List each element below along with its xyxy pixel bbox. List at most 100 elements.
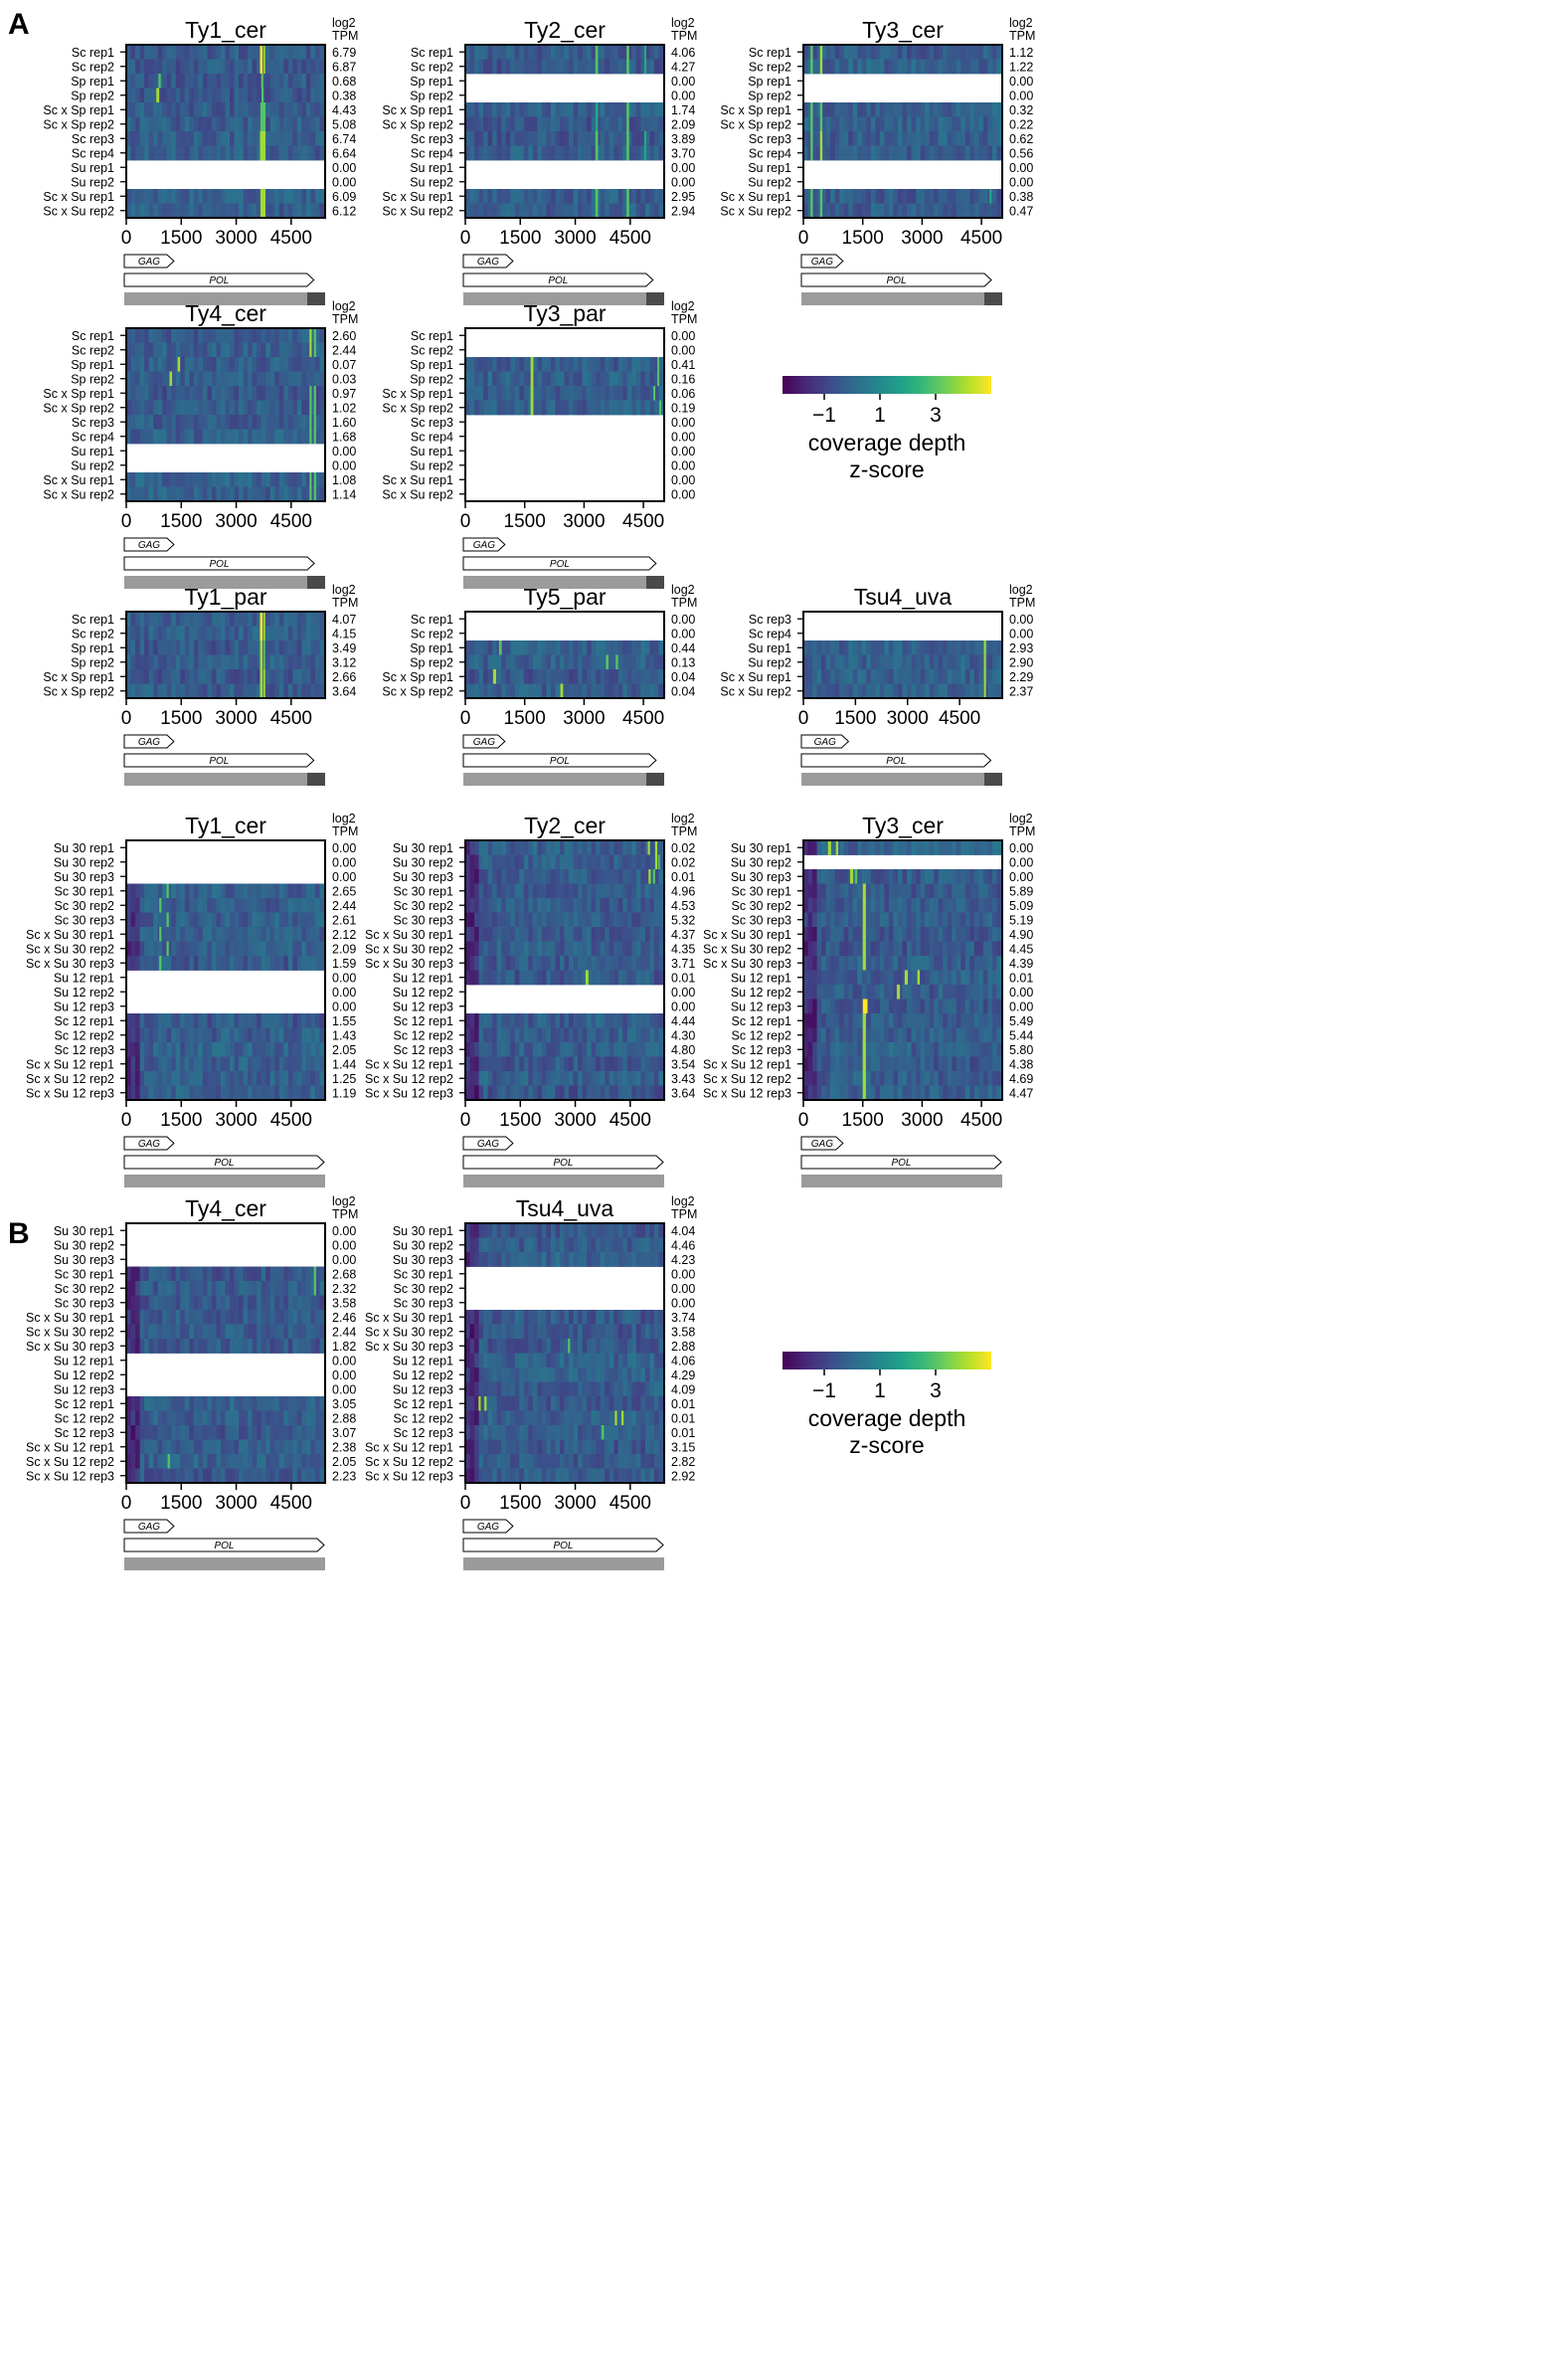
heatmap-cell	[987, 102, 993, 117]
heatmap-cell	[193, 1085, 199, 1101]
heatmap-cell	[879, 59, 886, 75]
heatmap-cell	[139, 386, 145, 401]
heatmap-cell	[609, 1027, 614, 1043]
heatmap-cell	[578, 654, 584, 670]
heatmap-cell	[587, 371, 593, 387]
heatmap-cell	[130, 74, 136, 89]
heatmap-cell	[843, 985, 849, 1000]
tpm-value: 1.60	[332, 416, 356, 430]
heatmap-cell	[319, 371, 325, 387]
coverage-peak	[166, 941, 169, 957]
x-tick-label: 1500	[499, 1110, 541, 1131]
heatmap-cell	[834, 927, 840, 942]
heatmap-cell	[469, 840, 475, 855]
heatmap-cell	[239, 912, 245, 928]
heatmap-cell	[843, 912, 849, 928]
heatmap-cell	[269, 189, 275, 204]
heatmap-cell	[897, 45, 904, 60]
heatmap-cell	[287, 415, 293, 430]
heatmap-cell	[541, 840, 548, 855]
heatmap-cell	[848, 1042, 854, 1057]
heatmap-cell	[257, 400, 262, 416]
heatmap-cell	[130, 898, 136, 913]
tpm-header-line2: TPM	[671, 824, 697, 838]
heatmap-cell	[857, 927, 863, 942]
heatmap-cell	[934, 985, 940, 1000]
heatmap-cell	[929, 883, 935, 899]
heatmap-cell	[148, 342, 154, 358]
heatmap-cell	[314, 415, 321, 430]
heatmap-cell	[635, 116, 641, 132]
heatmap-cell	[148, 328, 154, 343]
heatmap-cell	[578, 1013, 584, 1028]
heatmap-cell	[296, 342, 302, 358]
heatmap-cell	[821, 1027, 827, 1043]
heatmap-cell	[555, 640, 561, 655]
heatmap-cell	[198, 145, 204, 161]
heatmap-cell	[496, 1027, 502, 1043]
heatmap-cell	[925, 869, 931, 884]
heatmap-cell	[287, 640, 293, 655]
heatmap-cell	[550, 145, 557, 161]
heatmap-cell	[248, 1013, 254, 1028]
heatmap-cell	[803, 116, 809, 132]
heatmap-cell	[243, 1013, 249, 1028]
heatmap-cell	[135, 1027, 141, 1043]
heatmap-cell	[996, 1013, 1002, 1028]
heatmap-cell	[649, 640, 655, 655]
heatmap-cell	[635, 669, 641, 684]
heatmap-cell	[617, 145, 623, 161]
heatmap-cell	[126, 640, 132, 655]
heatmap-cell	[857, 1042, 863, 1057]
tpm-header-line1: log2	[1009, 583, 1033, 597]
heatmap-cell	[528, 883, 534, 899]
heatmap-cell	[239, 145, 245, 161]
heatmap-cell	[938, 102, 944, 117]
heatmap-cell	[617, 1013, 623, 1028]
heatmap-cell	[216, 941, 222, 957]
heatmap-cell	[234, 1027, 240, 1043]
heatmap-cell	[893, 145, 899, 161]
heatmap-cell	[609, 669, 614, 684]
heatmap-cell	[166, 1013, 172, 1028]
heatmap-cell	[600, 189, 606, 204]
heatmap-cell	[283, 626, 289, 641]
coverage-peak	[626, 45, 629, 60]
heatmap-cell	[555, 1027, 561, 1043]
coverage-peak	[626, 189, 629, 204]
heatmap-cell	[911, 999, 917, 1014]
heatmap-cell	[269, 1056, 275, 1072]
heatmap-cell	[175, 1042, 181, 1057]
heatmap-cell	[555, 1085, 561, 1101]
coverage-peak	[260, 189, 266, 204]
heatmap-cell	[261, 74, 266, 89]
heatmap-cell	[546, 116, 552, 132]
heatmap-cell	[843, 640, 849, 655]
heatmap-cell	[278, 59, 284, 75]
heatmap-cell	[644, 883, 651, 899]
row-label: Su 12 rep2	[393, 986, 453, 1000]
heatmap-cell	[225, 342, 231, 358]
heatmap-cell	[807, 1013, 813, 1028]
heatmap-cell	[960, 640, 966, 655]
heatmap-cell	[180, 386, 186, 401]
heatmap-cell	[582, 59, 588, 75]
heatmap-cell	[658, 1042, 664, 1057]
heatmap-cell	[239, 357, 245, 372]
heatmap-cell	[884, 912, 890, 928]
heatmap-cell	[911, 59, 917, 75]
coverage-peak	[849, 869, 854, 884]
heatmap-cell	[916, 898, 922, 913]
heatmap-cell	[319, 883, 325, 899]
heatmap-cell	[514, 131, 520, 146]
heatmap-cell	[839, 869, 845, 884]
heatmap-cell	[130, 59, 136, 75]
heatmap-cell	[812, 1042, 818, 1057]
heatmap-cell	[252, 956, 258, 971]
row-label: Su rep2	[748, 655, 791, 669]
heatmap-cell	[469, 1013, 475, 1028]
heatmap-cell	[319, 145, 325, 161]
heatmap-cell	[523, 970, 529, 986]
heatmap-cell	[578, 116, 584, 132]
